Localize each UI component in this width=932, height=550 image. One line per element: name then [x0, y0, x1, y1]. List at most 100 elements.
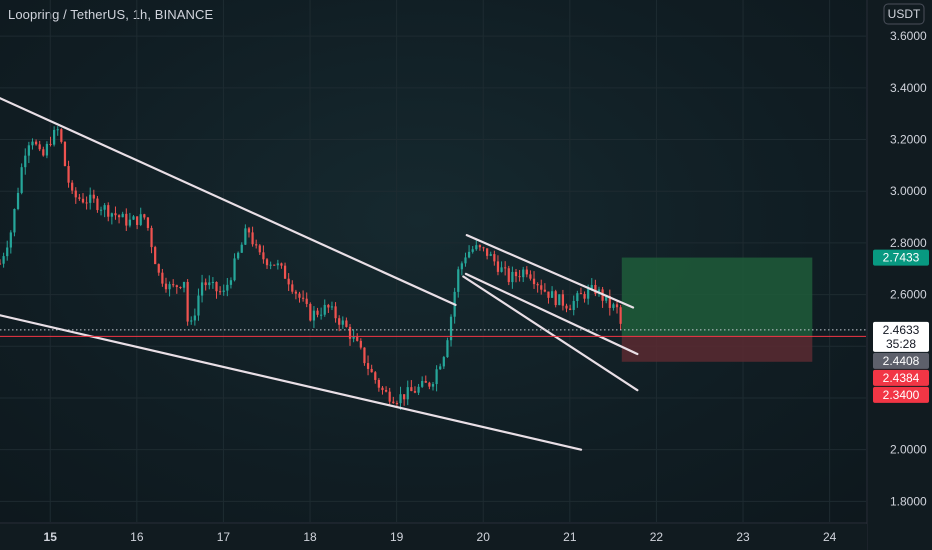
candle	[291, 280, 294, 294]
candle	[121, 211, 124, 218]
candle	[193, 308, 196, 326]
candle	[276, 259, 279, 270]
y-tick-label: 3.6000	[890, 29, 927, 43]
candle	[467, 245, 471, 259]
grid-layer	[0, 0, 866, 522]
candle	[128, 212, 132, 228]
candle	[536, 282, 539, 293]
x-tick-label: 24	[823, 530, 837, 544]
candle	[608, 289, 611, 316]
candle	[417, 383, 420, 396]
candle	[370, 364, 373, 373]
candle	[45, 141, 49, 159]
x-tick-label: 16	[130, 530, 144, 544]
price-label-value: 2.3400	[883, 388, 920, 402]
candle	[71, 180, 74, 194]
candle	[529, 270, 532, 281]
trend-lines-layer[interactable]	[0, 97, 639, 451]
candle	[53, 126, 56, 147]
candle	[583, 291, 586, 303]
trend-line[interactable]	[465, 234, 635, 309]
candle	[605, 296, 608, 304]
candle	[258, 244, 261, 256]
candle	[240, 242, 243, 253]
price-label-value: 2.4384	[883, 371, 920, 385]
candle	[399, 386, 402, 410]
currency-badge[interactable]: USDT	[883, 3, 925, 25]
price-label-value: 2.7433	[883, 251, 920, 265]
candle	[384, 386, 388, 393]
candle	[262, 245, 265, 264]
candle	[381, 386, 384, 395]
candle	[431, 382, 435, 391]
profit-zone[interactable]	[621, 257, 813, 337]
candle	[2, 252, 5, 268]
trend-line[interactable]	[464, 272, 639, 356]
candle	[507, 265, 510, 286]
candle	[81, 193, 85, 204]
candle	[31, 138, 34, 150]
candle	[139, 207, 142, 227]
price-label-value: 2.4633	[883, 323, 920, 337]
candle	[377, 378, 380, 392]
candle	[435, 365, 438, 392]
y-tick-label: 3.2000	[890, 133, 927, 147]
candle	[338, 315, 341, 332]
candle	[388, 387, 391, 406]
candle	[99, 206, 103, 216]
candle	[558, 294, 561, 306]
x-tick-label: 18	[303, 530, 317, 544]
candle	[374, 371, 377, 384]
candle	[348, 324, 352, 346]
candle	[146, 216, 150, 231]
candle	[74, 187, 77, 204]
candle	[92, 189, 95, 203]
candle	[110, 212, 113, 225]
candle	[200, 274, 204, 303]
candle	[204, 278, 207, 291]
candle	[330, 301, 334, 311]
candle	[107, 202, 110, 222]
y-tick-label: 3.0000	[890, 184, 927, 198]
candle	[154, 245, 157, 265]
loss-zone[interactable]	[621, 336, 813, 362]
price-label: 2.4408	[873, 352, 929, 369]
candle	[309, 302, 312, 322]
candle	[182, 281, 186, 293]
candle	[161, 268, 164, 287]
candle	[24, 148, 27, 175]
candle	[532, 271, 536, 289]
x-tick-label: 19	[390, 530, 404, 544]
candle	[172, 279, 175, 288]
candle	[157, 263, 160, 276]
trend-line[interactable]	[0, 314, 583, 451]
trend-line[interactable]	[0, 97, 457, 307]
candle	[540, 279, 543, 295]
candle	[218, 286, 222, 295]
candle	[464, 252, 467, 267]
candle	[265, 258, 269, 269]
candle	[457, 266, 460, 298]
candle	[601, 286, 604, 308]
candle	[222, 284, 225, 296]
candle	[38, 140, 41, 152]
candle	[255, 239, 258, 249]
candle	[244, 224, 247, 245]
x-tick-label: 17	[217, 530, 231, 544]
candle	[283, 262, 287, 279]
candle	[345, 317, 348, 328]
candle	[27, 141, 30, 164]
candle	[103, 203, 106, 218]
candle	[428, 381, 431, 390]
candle	[6, 240, 9, 261]
trend-line[interactable]	[462, 275, 639, 392]
position-zones[interactable]	[621, 257, 813, 362]
candle	[579, 287, 583, 295]
price-label: 2.3400	[873, 386, 929, 403]
candle	[208, 275, 211, 290]
x-tick-label: 23	[736, 530, 750, 544]
candle	[49, 136, 52, 147]
candle	[359, 338, 362, 350]
